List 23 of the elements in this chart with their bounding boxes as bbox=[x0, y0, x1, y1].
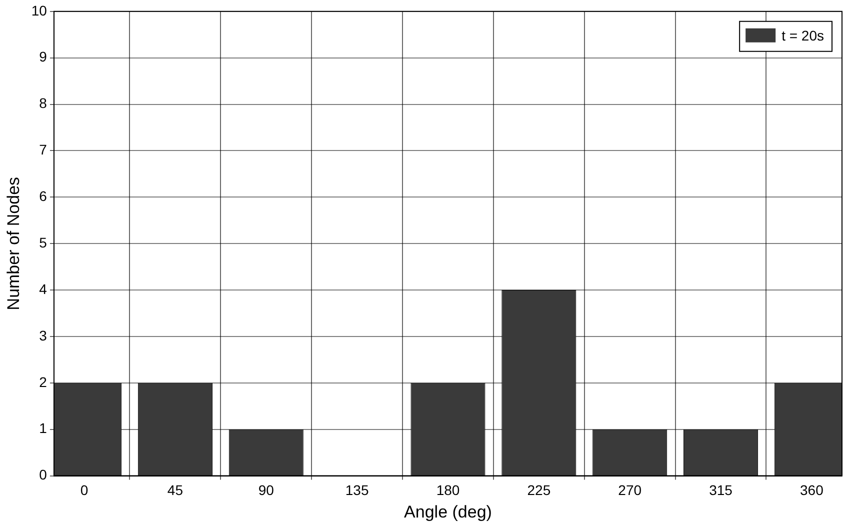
y-tick-label: 8 bbox=[39, 95, 48, 112]
y-tick-label: 4 bbox=[39, 280, 48, 297]
y-tick-label: 2 bbox=[39, 374, 48, 390]
y-tick-label: 6 bbox=[39, 188, 48, 204]
y-tick-label: 5 bbox=[39, 234, 48, 250]
x-tick-label: 135 bbox=[345, 482, 369, 498]
x-tick-label: 225 bbox=[527, 482, 551, 498]
y-tick-label: 0 bbox=[39, 466, 48, 483]
y-tick-label: 1 bbox=[39, 420, 48, 436]
x-tick-label: 45 bbox=[167, 482, 184, 498]
x-tick-label: 270 bbox=[618, 482, 642, 498]
y-axis-title: Number of Nodes bbox=[4, 176, 23, 310]
legend-label: t = 20s bbox=[782, 27, 824, 44]
y-tick-label: 3 bbox=[39, 327, 48, 344]
x-tick-label: 360 bbox=[800, 482, 824, 498]
x-tick-label: 0 bbox=[80, 482, 88, 498]
x-tick-label: 90 bbox=[258, 482, 274, 498]
y-tick-label: 9 bbox=[39, 48, 48, 65]
x-axis-title: Angle (deg) bbox=[404, 502, 492, 522]
x-tick-label: 180 bbox=[436, 482, 460, 498]
x-tick-label: 315 bbox=[709, 482, 733, 498]
y-tick-label: 10 bbox=[31, 2, 48, 18]
y-tick-label: 7 bbox=[39, 142, 48, 158]
